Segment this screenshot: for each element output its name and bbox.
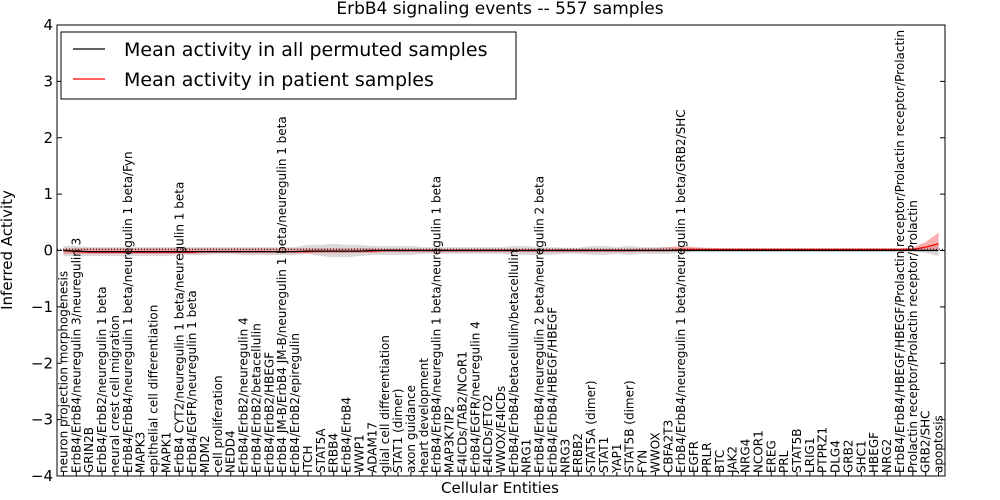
x-tick-label: SHC1 [854, 440, 868, 473]
x-tick-label: HBEGF [867, 432, 881, 473]
y-axis: −4 −3 −2 −1 0 1 2 3 4 [31, 16, 945, 485]
confidence-band-patient [63, 232, 939, 254]
y-tick-label: −1 [31, 298, 53, 316]
y-tick-label: 3 [43, 72, 53, 90]
x-tick-label: NRG3 [558, 439, 572, 473]
x-tick-label: ErbB4/ErbB4/HBEGF/HBEGF [546, 307, 560, 473]
x-tick-label: NRG2 [880, 439, 894, 473]
x-tick-label: neural crest cell migration [108, 315, 122, 473]
x-tick-label: MAPK1 [159, 432, 173, 473]
x-axis: neuron projection morphogenesisErbB4/Erb… [56, 30, 946, 476]
x-tick-label: E4ICDs/TAB2/NCoR1 [455, 351, 469, 473]
x-tick-label: NRG4 [739, 439, 753, 473]
x-tick-label: ITCH [301, 445, 315, 473]
x-tick-label: ErbB4/ErbB2/neuregulin 4 [237, 317, 251, 473]
x-tick-label: ErbB4/ErbB2/HBEGF [262, 352, 276, 473]
x-tick-label: ErbB4/ErbB4 [340, 397, 354, 473]
x-tick-label: YAP1 [610, 444, 624, 474]
x-tick-label: STAT1 [597, 437, 611, 473]
x-tick-label: Prolactin receptor/Prolactin receptor/Pr… [906, 200, 920, 473]
x-tick-label: PRLR [700, 442, 714, 473]
x-tick-label: apoptosis [932, 415, 946, 473]
x-tick-label: epithelial cell differentiation [147, 305, 161, 473]
x-tick-label: GRB2 [842, 439, 856, 473]
x-tick-label: LRIG1 [803, 438, 817, 474]
x-tick-label: FYN [636, 450, 650, 473]
x-tick-label: WWP1 [352, 434, 366, 473]
x-tick-label: MDM2 [198, 435, 212, 473]
y-tick-label: −2 [31, 354, 53, 372]
x-tick-label: neuron projection morphogenesis [56, 271, 70, 473]
x-tick-label: EREG [764, 440, 778, 473]
x-tick-label: STAT5B [790, 429, 804, 474]
x-tick-label: ErbB4/ErbB4/neuregulin 2 beta/neuregulin… [533, 176, 547, 473]
x-tick-label: ErbB4 CYT2/neuregulin 1 beta/neuregulin … [172, 182, 186, 473]
x-tick-label: JAK2 [726, 446, 740, 474]
x-tick-label: PTPRZ1 [816, 427, 830, 473]
x-tick-label: MAP3K7IP2 [443, 406, 457, 473]
x-tick-label: cell proliferation [211, 375, 225, 473]
legend: Mean activity in all permuted samples Me… [60, 31, 517, 100]
y-tick-label: 1 [43, 185, 53, 203]
x-tick-label: GRB2/SHC [919, 410, 933, 473]
x-tick-label: MAPK3 [134, 432, 148, 473]
x-tick-label: BTC [713, 450, 727, 473]
x-tick-label: ErbB4/EGFR/neuregulin 4 [468, 321, 482, 473]
y-tick-label: 2 [43, 129, 53, 147]
y-tick-label: −4 [31, 467, 53, 485]
x-tick-label: WWOX [648, 432, 662, 473]
series-line-permuted [63, 249, 939, 253]
x-tick-label: ErbB4/EGFR/neuregulin 1 beta [185, 290, 199, 473]
x-tick-label: ErbB4/ErbB2/neuregulin 1 beta [95, 286, 109, 473]
x-tick-label: ErbB4/ErbB4/neuregulin 1 beta/neuregulin… [674, 109, 688, 473]
x-tick-label: ErbB4 JM-B/ErbB4 JM-B/neuregulin 1 beta/… [275, 116, 289, 473]
x-tick-label: ErbB4/ErbB4/neuregulin 1 beta/neuregulin… [430, 176, 444, 473]
x-tick-label: ADAM17 [365, 422, 379, 473]
x-tick-label: E4ICDs/ETO2 [481, 394, 495, 473]
x-tick-label: GRIN2B [82, 427, 96, 473]
x-tick-label: STAT5A [314, 428, 328, 473]
x-tick-label: WWOX/E4ICDs [494, 386, 508, 473]
x-tick-label: ERBB4 [327, 433, 341, 473]
x-tick-label: DLG4 [829, 440, 843, 473]
x-tick-label: PRL [777, 450, 791, 473]
x-tick-label: STAT5B (dimer) [623, 380, 637, 473]
x-tick-label: STAT5A (dimer) [584, 380, 598, 473]
x-tick-label: NRG1 [520, 439, 534, 473]
y-tick-label: −3 [31, 411, 53, 429]
x-tick-label: ERBB2 [571, 433, 585, 473]
x-tick-label: CBFA2T3 [661, 420, 675, 473]
chart-title: ErbB4 signaling events -- 557 samples [336, 0, 663, 19]
legend-box [60, 31, 517, 100]
x-tick-label: ErbB4/ErbB2/epiregulin [288, 333, 302, 473]
x-tick-label: EGFR [687, 441, 701, 473]
x-tick-label: ErbB4/ErbB4/neuregulin 3/neuregulin 3 [69, 238, 83, 473]
x-tick-label: NEDD4 [224, 430, 238, 473]
x-tick-label: glial cell differentiation [378, 335, 392, 473]
y-tick-label: 0 [43, 242, 53, 260]
x-tick-label: heart development [417, 358, 431, 473]
confidence-bands [63, 232, 939, 258]
x-tick-label: ErbB4/ErbB4/betacellulin/betacellulin [507, 250, 521, 473]
x-tick-label: ErbB4/ErbB2/betacellulin [250, 323, 264, 473]
x-axis-title: Cellular Entities [441, 479, 559, 497]
x-tick-label: ErbB4/ErbB4/HBEGF/HBEGF/Prolactin recept… [893, 30, 907, 473]
legend-label-patient: Mean activity in patient samples [124, 69, 434, 91]
x-tick-label: ErbB4/ErbB4/neuregulin 1 beta/neuregulin… [121, 151, 135, 473]
x-tick-label: axon guidance [404, 385, 418, 473]
y-axis-title: Inferred Activity [0, 190, 16, 310]
x-tick-label: STAT1 (dimer) [391, 389, 405, 473]
y-tick-label: 4 [43, 16, 53, 34]
legend-label-permuted: Mean activity in all permuted samples [124, 39, 487, 61]
x-tick-label: NCOR1 [751, 430, 765, 473]
